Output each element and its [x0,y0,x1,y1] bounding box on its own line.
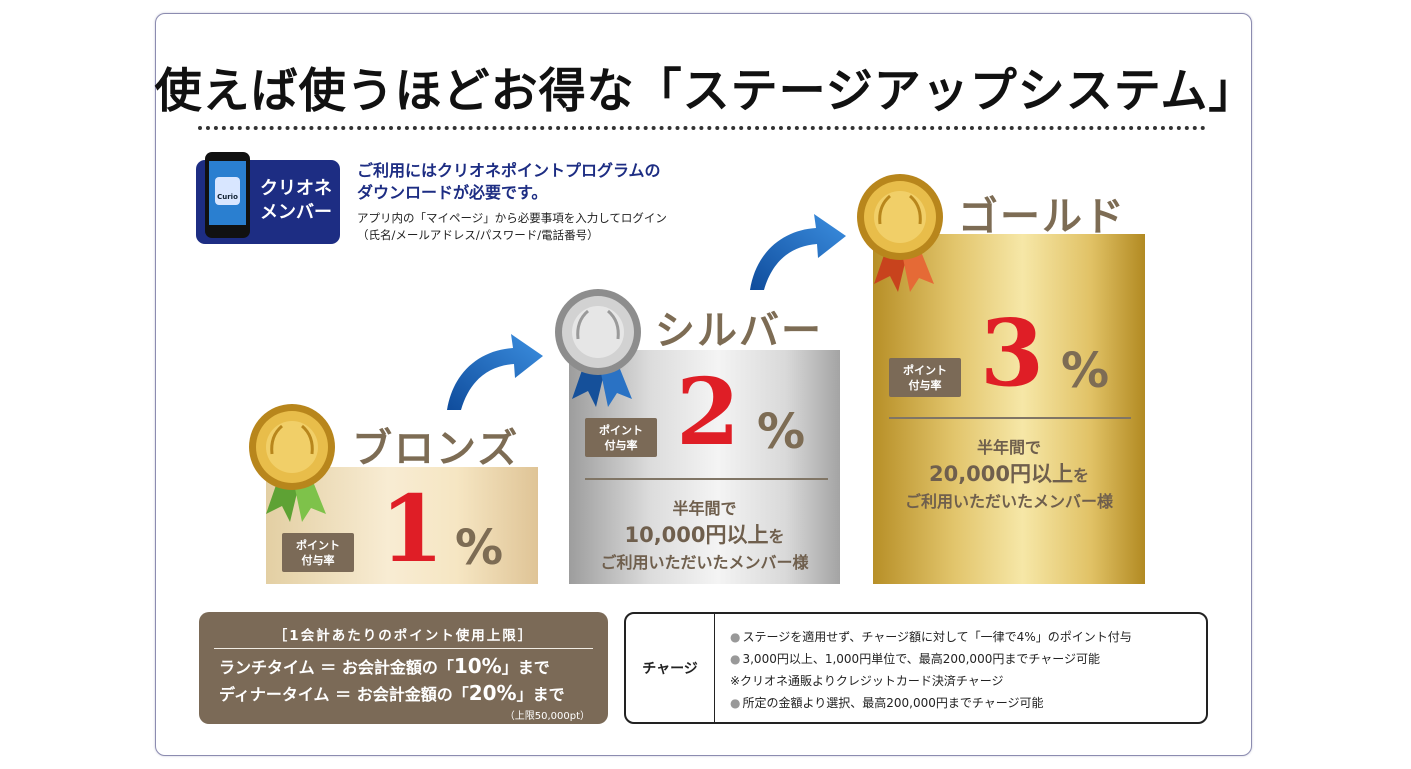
list-item: ※クリオネ通販よりクレジットカード決済チャージ [730,674,1004,688]
gold-stage-box [873,234,1145,584]
silver-condition: 半年間で 10,000円以上を ご利用いただいたメンバー様 [600,499,809,572]
charge-list: ● ステージを適用せず、チャージ額に対して「一律で4%」のポイント付与 ● 3,00… [730,626,1132,714]
page-title: 使えば使うほどお得な「ステージアップシステム」 [154,64,1257,119]
silver-medal-icon [555,289,641,407]
gold-medal-icon [857,174,943,292]
bullet-icon: ● [730,696,741,710]
percent-sign: % [757,404,806,460]
lunch-limit: ランチタイム ＝ お会計金額の「10%」まで [219,654,550,678]
point-rate-tag: ポイント 付与率 [282,533,354,572]
phone-app-icon: Curio [205,152,250,238]
app-logo: Curio [215,177,240,205]
point-rate-tag: ポイント 付与率 [585,418,657,457]
list-item: ● ステージを適用せず、チャージ額に対して「一律で4%」のポイント付与 [730,630,1132,644]
bronze-rate: 1 [380,475,445,583]
limit-title: ［1会計あたりのポイント使用上限］ [273,628,534,644]
point-usage-limit-panel: ［1会計あたりのポイント使用上限］ ランチタイム ＝ お会計金額の「10%」まで… [199,612,608,724]
stage-name-bronze: ブロンズ [352,426,520,472]
login-instructions: アプリ内の「マイページ」から必要事項を入力してログイン （氏名/メールアドレス/… [357,211,667,242]
percent-sign: % [1061,343,1110,399]
silver-rate: 2 [676,358,741,466]
charge-heading: チャージ [626,614,715,722]
bullet-icon: ● [730,630,741,644]
dotted-divider [198,126,1206,130]
stage-up-arrow-icon [447,334,543,410]
bullet-icon: ● [730,652,741,666]
percent-sign: % [455,520,504,576]
gold-condition: 半年間で 20,000円以上を ご利用いただいたメンバー様 [904,438,1113,511]
gold-rate: 3 [980,299,1045,407]
divider [889,417,1131,419]
charge-panel: チャージ ● ステージを適用せず、チャージ額に対して「一律で4%」のポイント付与 … [624,612,1208,724]
app-label: クリオネ メンバー [260,178,332,223]
app-badge: Curio クリオネ メンバー [196,152,340,244]
limit-cap: （上限50,000pt） [504,711,590,722]
bronze-medal-icon [249,404,335,522]
divider [585,478,828,480]
list-item: ● 所定の金額より選択、最高200,000円までチャージ可能 [730,696,1044,710]
stage-name-gold: ゴールド [958,194,1126,240]
download-notice: ご利用にはクリオネポイントプログラムの ダウンロードが必要です。 [357,161,661,202]
stage-up-arrow-icon [750,214,846,290]
stage-name-silver: シルバー [655,308,823,354]
point-rate-tag: ポイント 付与率 [889,358,961,397]
list-item: ● 3,000円以上、1,000円単位で、最高200,000円までチャージ可能 [730,652,1100,666]
dinner-limit: ディナータイム ＝ お会計金額の「20%」まで [219,681,565,705]
